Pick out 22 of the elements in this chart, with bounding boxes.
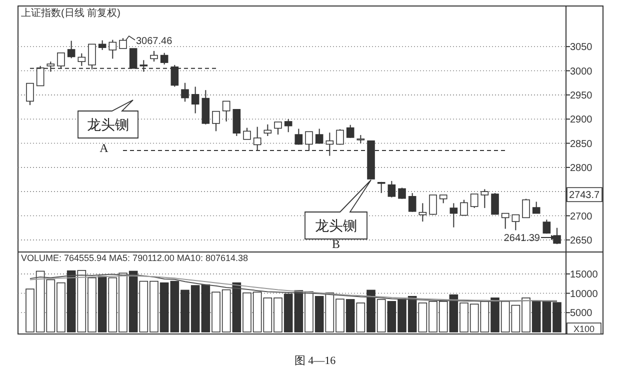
annotation: 2743.7 bbox=[569, 190, 600, 202]
y-tick-label: 2650 bbox=[570, 235, 593, 246]
y-tick-label: 3050 bbox=[570, 42, 593, 54]
y-tick-label: 2900 bbox=[570, 114, 593, 126]
y-tick-label: 15000 bbox=[570, 269, 598, 280]
y-tick-label: 2800 bbox=[570, 162, 593, 174]
annotation: 3067.46 bbox=[136, 36, 173, 47]
chart-title: VOLUME: 764555.94 MA5: 790112.00 MA10: 807614.38 bbox=[21, 253, 248, 263]
chart-title: 上证指数(日线 前复权) bbox=[21, 7, 120, 19]
annotation: 2641.39 bbox=[504, 233, 540, 244]
y-tick-label: 5000 bbox=[570, 308, 593, 320]
y-tick-label: 2950 bbox=[570, 90, 593, 102]
caption: 图 4—16 bbox=[294, 355, 336, 367]
text: X100 bbox=[573, 324, 595, 334]
y-tick-label: 3000 bbox=[570, 66, 593, 78]
y-tick-label: 10000 bbox=[570, 288, 598, 300]
y-tick-label: 2850 bbox=[570, 138, 593, 150]
annotation: A bbox=[100, 141, 109, 155]
annotation: 龙头铡 bbox=[87, 118, 129, 134]
annotation: B bbox=[332, 237, 340, 251]
annotation: 龙头铡 bbox=[315, 218, 357, 234]
y-tick-label: 2700 bbox=[570, 211, 593, 222]
